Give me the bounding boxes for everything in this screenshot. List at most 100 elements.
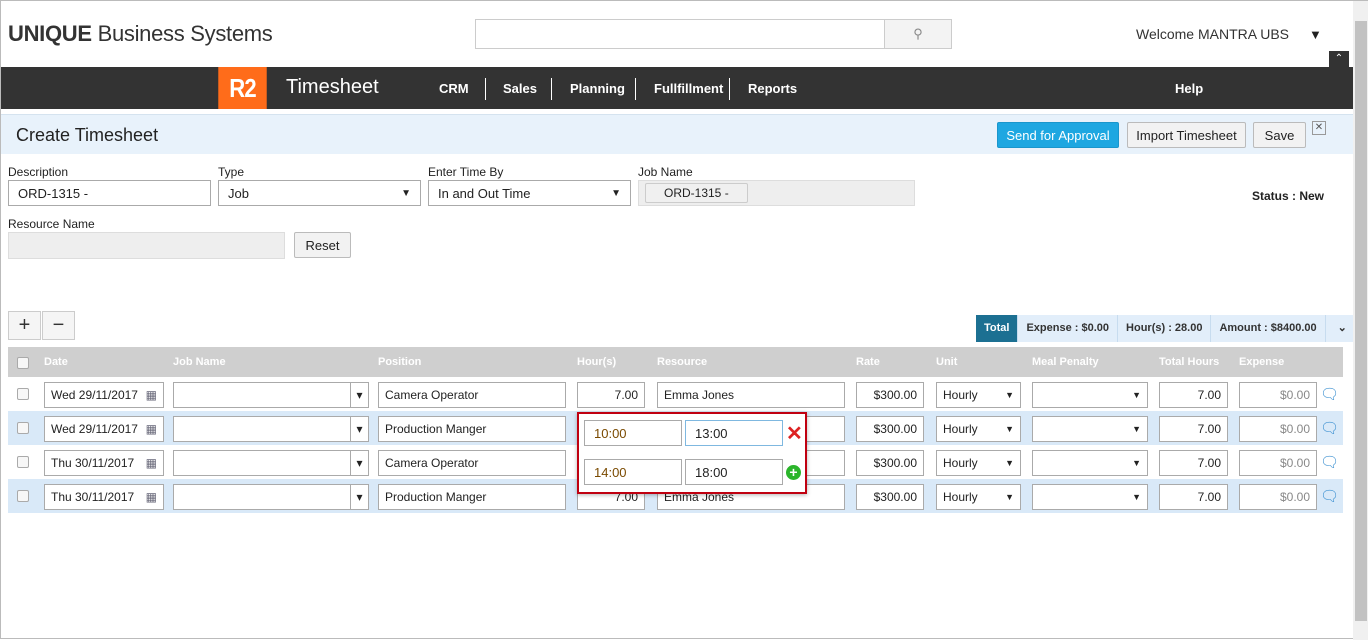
dropdown-arrow-icon[interactable]: ▾ <box>350 451 368 475</box>
time-entry-popup: 10:00 13:00 ✕ 14:00 18:00 + <box>577 412 807 494</box>
calendar-icon[interactable]: ▦ <box>145 456 157 470</box>
nav-crm[interactable]: CRM <box>439 81 469 96</box>
total-hours: Hour(s) : 28.00 <box>1118 315 1212 342</box>
row-checkbox[interactable] <box>17 490 29 502</box>
collapse-header-icon[interactable]: ⌃ <box>1329 51 1349 67</box>
enter-time-by-select[interactable]: In and Out Time ▼ <box>428 180 631 206</box>
meal-cell[interactable]: ▼ <box>1032 450 1148 476</box>
column-header: Hour(s) <box>577 356 617 368</box>
user-menu-caret-icon[interactable]: ▼ <box>1309 27 1322 42</box>
rate-cell[interactable]: $300.00 <box>856 416 924 442</box>
out-time-1[interactable]: 13:00 <box>685 420 783 446</box>
calendar-icon[interactable]: ▦ <box>145 388 157 402</box>
date-cell[interactable]: Wed 29/11/2017 ▦ <box>44 382 164 408</box>
row-checkbox[interactable] <box>17 422 29 434</box>
expense-value: $0.00 <box>1279 456 1310 470</box>
out-time-2[interactable]: 18:00 <box>685 459 783 485</box>
add-time-icon[interactable]: + <box>786 465 801 480</box>
nav-reports[interactable]: Reports <box>748 81 798 96</box>
meal-cell[interactable]: ▼ <box>1032 416 1148 442</box>
unit-cell[interactable]: Hourly ▼ <box>936 484 1021 510</box>
column-header: Rate <box>856 356 880 368</box>
calendar-icon[interactable]: ▦ <box>145 422 157 436</box>
date-cell[interactable]: Thu 30/11/2017 ▦ <box>44 484 164 510</box>
expense-cell[interactable]: $0.00 <box>1239 484 1317 510</box>
total-cell[interactable]: 7.00 <box>1159 382 1228 408</box>
dropdown-arrow-icon[interactable]: ▾ <box>350 383 368 407</box>
job-cell[interactable]: ▾ <box>173 484 369 510</box>
column-header: Meal Penalty <box>1032 356 1099 368</box>
expense-cell[interactable]: $0.00 <box>1239 382 1317 408</box>
unit-cell[interactable]: Hourly ▼ <box>936 382 1021 408</box>
remove-row-button[interactable]: − <box>42 311 75 340</box>
in-time-1[interactable]: 10:00 <box>584 420 682 446</box>
comment-icon[interactable]: 🗨 <box>1320 454 1340 471</box>
comment-icon[interactable]: 🗨 <box>1320 488 1340 505</box>
total-cell[interactable]: 7.00 <box>1159 416 1228 442</box>
date-cell[interactable]: Thu 30/11/2017 ▦ <box>44 450 164 476</box>
rate-value: $300.00 <box>873 422 917 436</box>
nav-help[interactable]: Help <box>1175 81 1204 96</box>
date-cell[interactable]: Wed 29/11/2017 ▦ <box>44 416 164 442</box>
position-cell[interactable]: Production Manger <box>378 484 566 510</box>
description-input[interactable]: ORD-1315 - <box>8 180 211 206</box>
type-select[interactable]: Job ▼ <box>218 180 421 206</box>
meal-cell[interactable]: ▼ <box>1032 484 1148 510</box>
save-button[interactable]: Save <box>1253 122 1306 148</box>
dropdown-arrow-icon[interactable]: ▾ <box>350 417 368 441</box>
reset-button[interactable]: Reset <box>294 232 351 258</box>
add-row-button[interactable]: + <box>8 311 41 340</box>
nav-divider <box>485 78 486 100</box>
meal-cell[interactable]: ▼ <box>1032 382 1148 408</box>
send-for-approval-button[interactable]: Send for Approval <box>997 122 1119 148</box>
rate-cell[interactable]: $300.00 <box>856 484 924 510</box>
position-cell[interactable]: Production Manger <box>378 416 566 442</box>
delete-time-icon[interactable]: ✕ <box>786 423 803 445</box>
job-cell[interactable]: ▾ <box>173 416 369 442</box>
row-checkbox[interactable] <box>17 456 29 468</box>
search-button[interactable]: ⚲ <box>884 20 951 48</box>
row-checkbox[interactable] <box>17 388 29 400</box>
resource-name-field[interactable] <box>8 232 285 259</box>
expense-cell[interactable]: $0.00 <box>1239 416 1317 442</box>
date-value: Thu 30/11/2017 <box>51 456 135 470</box>
unit-cell[interactable]: Hourly ▼ <box>936 450 1021 476</box>
total-label: Total <box>976 315 1019 342</box>
close-icon[interactable]: ✕ <box>1312 121 1326 135</box>
import-timesheet-button[interactable]: Import Timesheet <box>1127 122 1246 148</box>
total-expense: Expense : $0.00 <box>1018 315 1119 342</box>
comment-icon[interactable]: 🗨 <box>1320 420 1340 437</box>
nav-sales[interactable]: Sales <box>503 81 537 96</box>
position-cell[interactable]: Camera Operator <box>378 450 566 476</box>
job-name-field[interactable]: ORD-1315 - <box>638 180 915 206</box>
expense-cell[interactable]: $0.00 <box>1239 450 1317 476</box>
dropdown-arrow-icon[interactable]: ▾ <box>350 485 368 509</box>
position-value: Production Manger <box>385 422 487 436</box>
calendar-icon[interactable]: ▦ <box>145 490 157 504</box>
in-time-2[interactable]: 14:00 <box>584 459 682 485</box>
unit-value: Hourly <box>943 456 978 470</box>
dropdown-arrow-icon: ▼ <box>1132 492 1141 502</box>
dropdown-arrow-icon: ▼ <box>401 187 411 199</box>
select-all-checkbox[interactable] <box>17 357 29 369</box>
unit-cell[interactable]: Hourly ▼ <box>936 416 1021 442</box>
resource-cell[interactable]: Emma Jones <box>657 382 845 408</box>
comment-icon[interactable]: 🗨 <box>1320 386 1340 403</box>
scrollbar-thumb[interactable] <box>1355 21 1367 621</box>
position-cell[interactable]: Camera Operator <box>378 382 566 408</box>
dropdown-arrow-icon: ▼ <box>1005 424 1014 434</box>
rate-cell[interactable]: $300.00 <box>856 382 924 408</box>
total-amount: Amount : $8400.00 <box>1211 315 1326 342</box>
total-cell[interactable]: 7.00 <box>1159 450 1228 476</box>
enter-time-by-label: Enter Time By <box>428 165 504 179</box>
job-cell[interactable]: ▾ <box>173 450 369 476</box>
rate-cell[interactable]: $300.00 <box>856 450 924 476</box>
expense-value: $0.00 <box>1279 490 1310 504</box>
nav-fullfillment[interactable]: Fullfillment <box>654 81 724 96</box>
hours-cell[interactable]: 7.00 <box>577 382 645 408</box>
nav-planning[interactable]: Planning <box>570 81 625 96</box>
total-cell[interactable]: 7.00 <box>1159 484 1228 510</box>
job-cell[interactable]: ▾ <box>173 382 369 408</box>
search-input[interactable] <box>476 20 884 48</box>
dropdown-arrow-icon: ▼ <box>1005 390 1014 400</box>
